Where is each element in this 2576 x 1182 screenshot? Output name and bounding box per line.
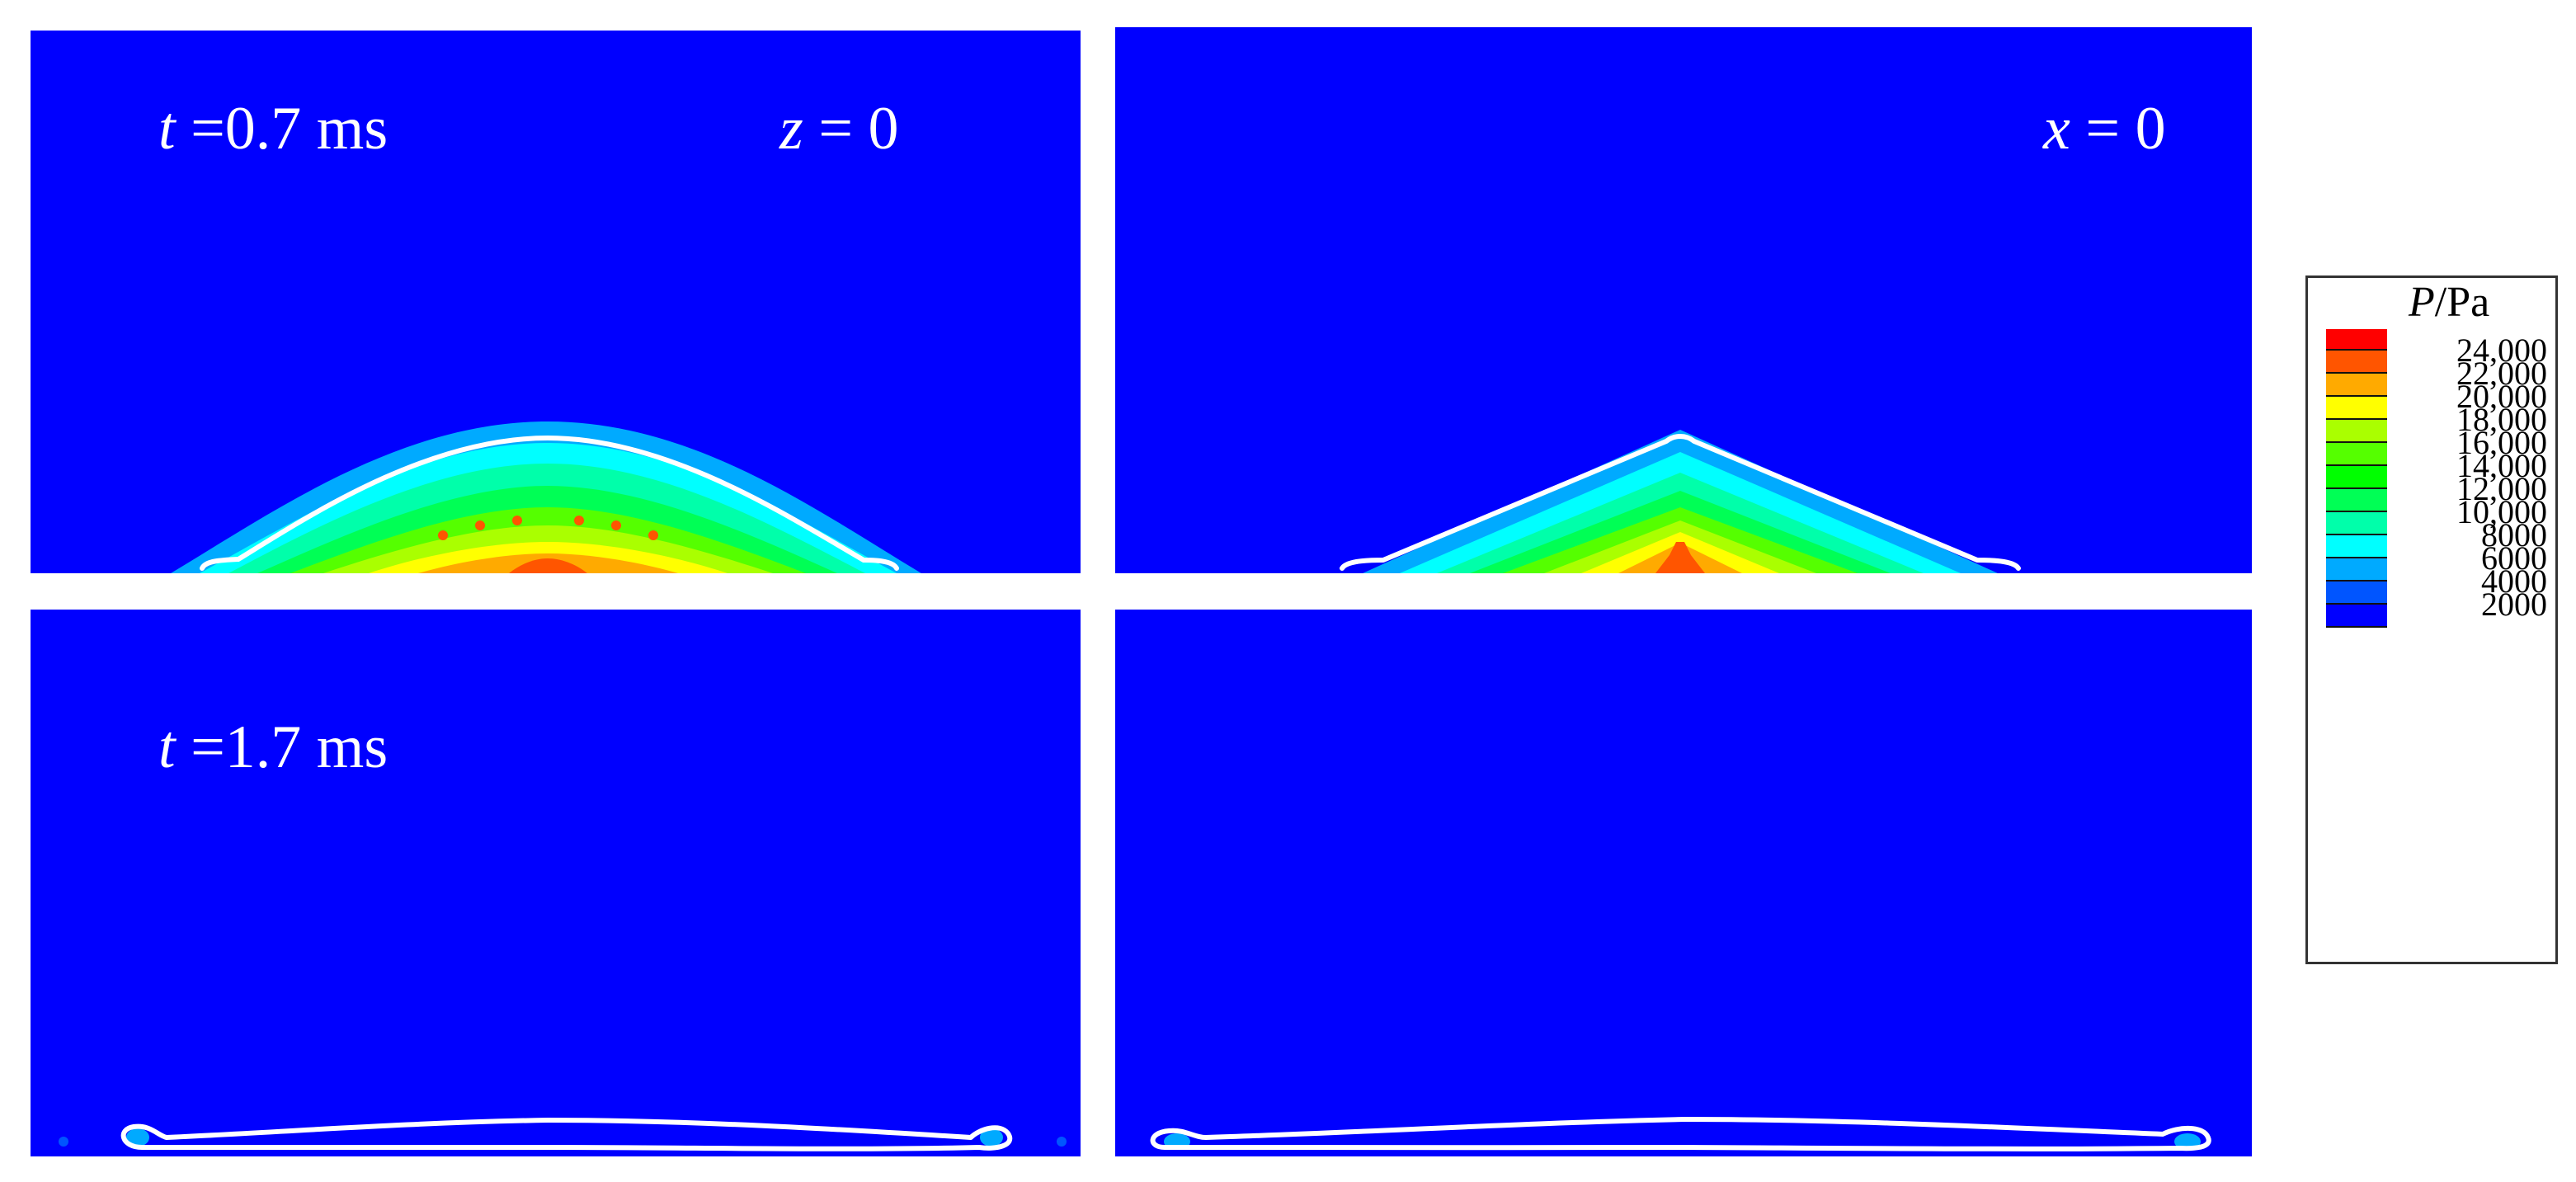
legend-tick: 20,000 [2456,378,2547,415]
legend-tick: 24,000 [2456,332,2547,369]
pressure-field-top-left [31,31,1081,573]
pressure-spot-right [980,1128,1003,1147]
pressure-field-bottom-right [1115,610,2252,1156]
pressure-dot-left [59,1137,68,1147]
legend-swatch [2326,582,2387,605]
pressure-field-top-right [1115,27,2252,573]
plane-label: z = 0 [779,95,899,162]
legend-color-bar [2326,329,2387,628]
legend-tick: 6000 [2481,539,2547,577]
legend-swatch [2326,420,2387,443]
panel-bottom-right [1115,610,2252,1156]
pressure-dot-right [1057,1137,1067,1147]
pressure-spot-left [126,1128,149,1147]
panel-top-left: t =0.7 ms z = 0 [31,31,1081,573]
legend-swatch [2326,512,2387,535]
legend-tick: 12,000 [2456,470,2547,507]
color-legend: P/Pa 24,000 22,000 20,000 18,000 16,000 … [2305,275,2558,964]
legend-tick: 18,000 [2456,401,2547,438]
legend-tick: 2000 [2481,586,2547,623]
legend-swatch [2326,489,2387,512]
legend-swatch [2326,443,2387,466]
pressure-field-bottom-left [31,610,1081,1156]
plane-label: x = 0 [2043,95,2166,162]
legend-swatch [2326,329,2387,351]
legend-tick: 10,000 [2456,493,2547,530]
pressure-spots [438,516,658,540]
legend-swatch [2326,397,2387,420]
background-field [31,610,1081,1156]
interface-line [1150,1117,2211,1151]
panel-top-right: x = 0 [1115,27,2252,573]
time-label: t =0.7 ms [158,95,389,162]
legend-tick: 22,000 [2456,355,2547,392]
panel-bottom-left: t =1.7 ms [31,610,1081,1156]
interface-line [1340,434,2021,571]
interface-line [120,1118,1013,1151]
legend-swatch [2326,535,2387,558]
legend-tick: 16,000 [2456,424,2547,461]
legend-title: P/Pa [2409,279,2490,326]
legend-tick: 8000 [2481,516,2547,553]
legend-swatch [2326,605,2387,628]
background-field [1115,610,2252,1156]
legend-swatch [2326,351,2387,374]
interface-line [200,435,899,571]
time-label: t =1.7 ms [158,713,389,781]
pressure-contour-22000 [1655,542,1705,573]
legend-swatch [2326,374,2387,397]
legend-tick: 14,000 [2456,447,2547,484]
legend-tick: 4000 [2481,563,2547,600]
pressure-contour-22000 [509,558,587,573]
legend-swatch [2326,558,2387,582]
legend-swatch [2326,466,2387,489]
